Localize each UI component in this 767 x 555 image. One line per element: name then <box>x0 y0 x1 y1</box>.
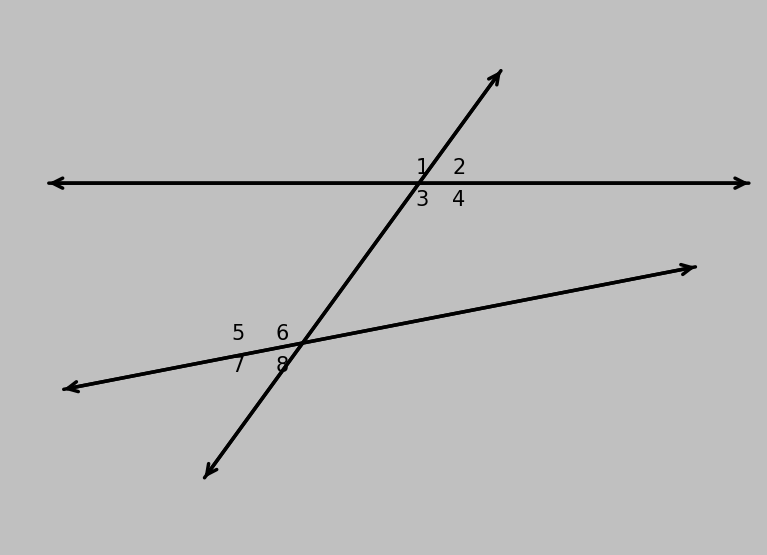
Text: 4: 4 <box>452 190 466 210</box>
Text: 1: 1 <box>415 158 429 178</box>
Text: 5: 5 <box>231 324 245 344</box>
Text: 8: 8 <box>275 356 289 376</box>
Text: 6: 6 <box>275 324 289 344</box>
Text: 3: 3 <box>415 190 429 210</box>
Text: 2: 2 <box>452 158 466 178</box>
Text: 7: 7 <box>231 356 245 376</box>
